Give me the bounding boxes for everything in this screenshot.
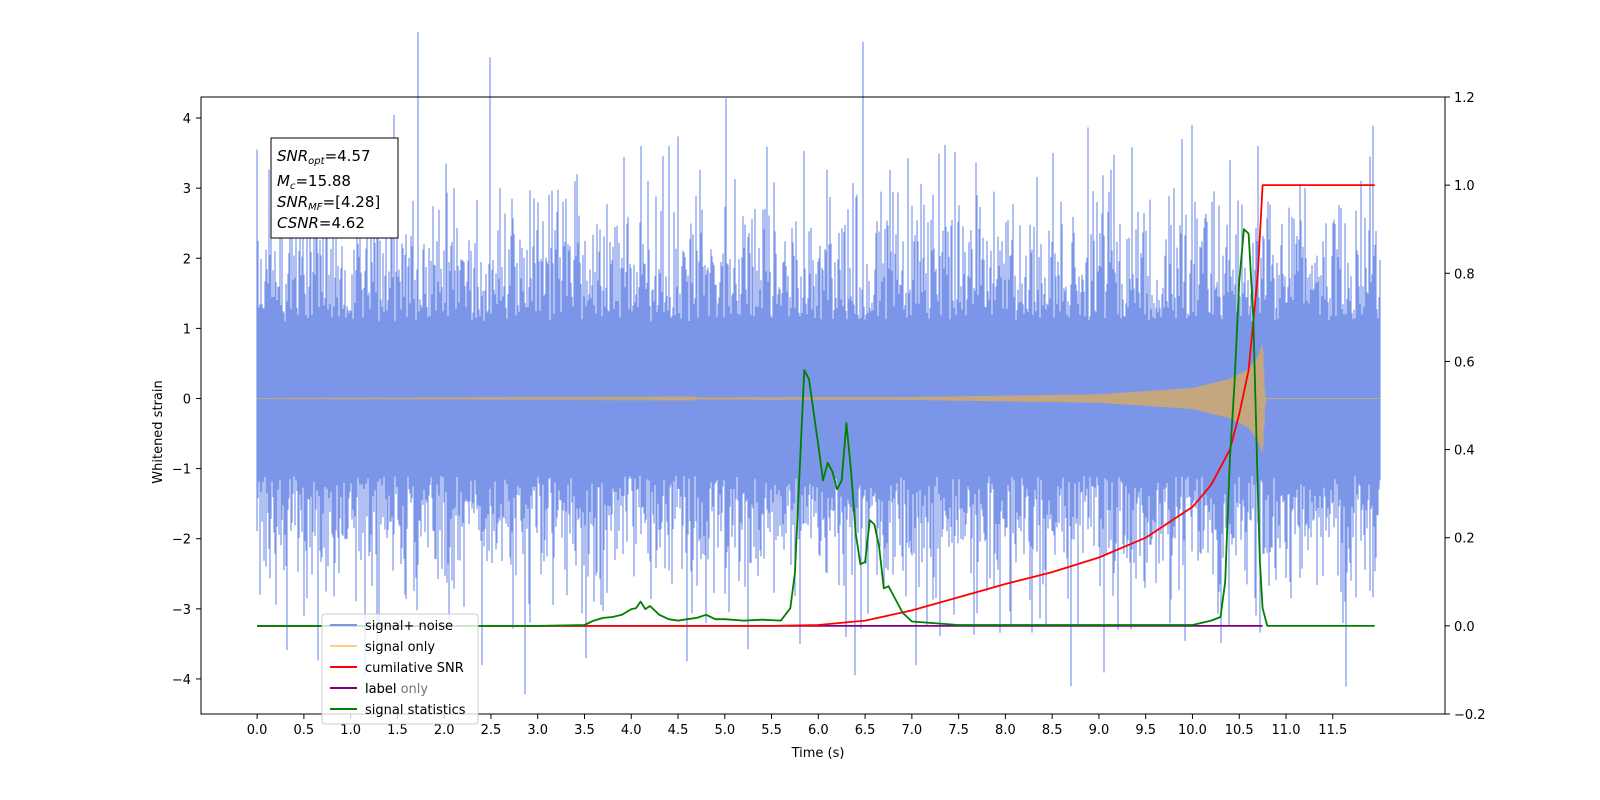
- x-tick-label: 4.0: [621, 723, 642, 738]
- x-tick-label: 4.5: [668, 723, 689, 738]
- x-tick-label: 7.5: [948, 723, 969, 738]
- legend-label: signal statistics: [365, 703, 466, 718]
- y-tick-label: −3: [172, 603, 191, 618]
- signal-only-series: [257, 344, 1380, 453]
- info-snr-opt: SNRopt=4.57: [277, 147, 371, 167]
- x-tick-label: 11.0: [1272, 723, 1301, 738]
- y2-tick-label: 0.8: [1454, 267, 1475, 282]
- info-box-frame: [270, 137, 399, 239]
- x-tick-label: 6.5: [855, 723, 876, 738]
- y-tick-label: 4: [183, 112, 191, 127]
- axes-frame: [200, 96, 1446, 715]
- y2-tick-label: 0.4: [1454, 444, 1475, 459]
- legend-item-label: label: [330, 682, 396, 697]
- x-tick-label: 0.0: [247, 723, 268, 738]
- y2-axis-ticks: 1.2 1.0 0.8 0.6 0.4 0.2 0.0 −0.2: [1445, 91, 1486, 723]
- x-tick-label: 8.5: [1042, 723, 1063, 738]
- legend-label: signal only: [365, 640, 435, 655]
- x-tick-label: 0.5: [294, 723, 315, 738]
- legend-item-signal-statistics: signal statistics: [330, 703, 466, 718]
- legend-item-signal-noise: signal+ noise: [330, 619, 453, 634]
- x-tick-label: 1.0: [340, 723, 361, 738]
- x-tick-label: 10.0: [1178, 723, 1207, 738]
- x-tick-label: 11.5: [1318, 723, 1347, 738]
- y-tick-label: −1: [172, 463, 191, 478]
- cumulative-snr-line: [257, 184, 1375, 627]
- legend-hidden-label-only: label only: [365, 682, 428, 697]
- x-tick-label: 3.5: [574, 723, 595, 738]
- legend: label only signal+ noise signal only cum…: [321, 613, 479, 725]
- x-tick-label: 8.0: [995, 723, 1016, 738]
- y2-tick-label: −0.2: [1454, 708, 1486, 723]
- y2-tick-label: 1.0: [1454, 179, 1475, 194]
- info-snr-mf: SNRMF=[4.28]: [277, 193, 380, 213]
- x-tick-label: 10.5: [1225, 723, 1254, 738]
- y-tick-label: 3: [183, 182, 191, 197]
- legend-item-signal-only: signal only: [330, 640, 435, 655]
- x-tick-label: 9.0: [1089, 723, 1110, 738]
- y-tick-label: 2: [183, 252, 191, 267]
- axes-border: [200, 96, 1446, 715]
- legend-label: label: [365, 682, 396, 697]
- x-tick-label: 1.5: [387, 723, 408, 738]
- y2-tick-label: 1.2: [1454, 91, 1475, 106]
- y2-tick-label: 0.6: [1454, 355, 1475, 370]
- y-tick-label: −2: [172, 533, 191, 548]
- legend-label: signal+ noise: [365, 619, 453, 634]
- signal-only-line: [257, 344, 1380, 453]
- signal-statistics-line: [257, 228, 1375, 627]
- legend-item-cumulative-snr: cumilative SNR: [330, 661, 464, 676]
- x-axis-ticks: 0.0 0.5 1.0 1.5 2.0 2.5 3.0 3.5 4.0 4.5 5.0 5.5 6.0 6…: [247, 714, 1347, 738]
- x-tick-label: 9.5: [1135, 723, 1156, 738]
- info-box: SNRopt=4.57 Mc=15.88 SNRMF=[4.28] CSNR=4…: [270, 137, 399, 239]
- legend-label: cumilative SNR: [365, 661, 464, 676]
- x-tick-label: 5.0: [714, 723, 735, 738]
- x-tick-label: 2.5: [481, 723, 502, 738]
- x-tick-label: 3.0: [527, 723, 548, 738]
- x-tick-label: 6.0: [808, 723, 829, 738]
- y-tick-label: 1: [183, 322, 191, 337]
- y2-tick-label: 0.0: [1454, 620, 1475, 635]
- y2-tick-label: 0.2: [1454, 532, 1475, 547]
- plot-area: [256, 32, 1381, 694]
- y-tick-label: 0: [183, 392, 191, 407]
- info-mc: Mc=15.88: [277, 172, 351, 192]
- legend-frame: [321, 613, 479, 725]
- info-csnr: CSNR=4.62: [277, 214, 365, 232]
- y-axis-label: Whitened strain: [151, 380, 166, 483]
- x-tick-label: 5.5: [761, 723, 782, 738]
- y-axis-ticks: 4 3 2 1 0 −1 −2 −3 −4: [172, 112, 201, 688]
- x-tick-label: 2.0: [434, 723, 455, 738]
- y-tick-label: −4: [172, 673, 191, 688]
- x-tick-label: 7.0: [902, 723, 923, 738]
- x-axis-label: Time (s): [791, 746, 845, 761]
